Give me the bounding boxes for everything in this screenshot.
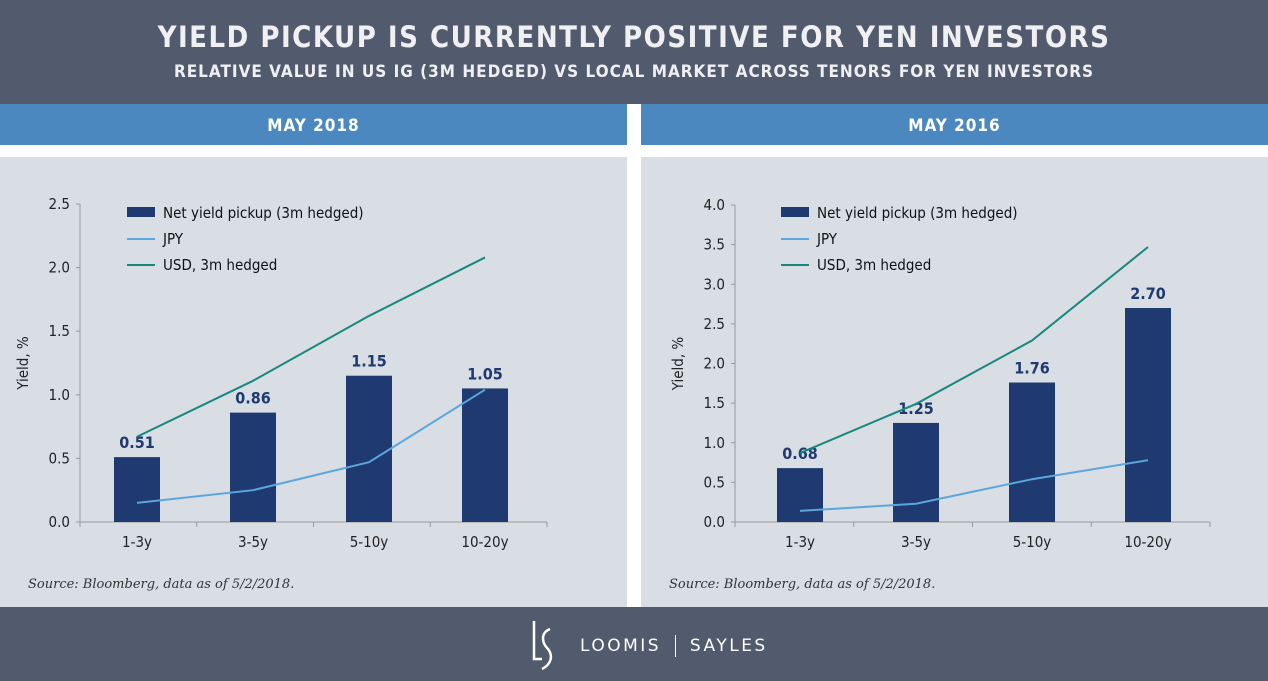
y-tick-label: 1.0 <box>704 434 725 452</box>
logo-divider <box>675 635 677 657</box>
line-usd-m-hedged <box>136 256 486 438</box>
legend-label: Net yield pickup (3m hedged) <box>163 204 364 222</box>
x-tick-label: 3-5y <box>238 533 268 551</box>
bar-data-label: 1.76 <box>1014 359 1050 378</box>
x-tick-label: 10-20y <box>461 533 508 551</box>
x-tick-label: 5-10y <box>1013 533 1052 551</box>
line-jpy <box>136 388 486 504</box>
line-jpy <box>799 459 1149 512</box>
chart-panel-2016: 0.0 0.5 1.0 1.5 2.0 2.5 3.0 3.5 4.0 Yield, % 1-3y 0… <box>641 157 1268 607</box>
bar <box>1125 308 1171 522</box>
y-tick-label: 0.5 <box>704 473 725 491</box>
legend-label: USD, 3m hedged <box>817 256 931 274</box>
bar-data-label: 2.70 <box>1130 284 1166 303</box>
bar <box>346 375 392 522</box>
y-tick-label: 3.5 <box>704 236 725 254</box>
source-note: Source: Bloomberg, data as of 5/2/2018. <box>669 577 936 592</box>
footer: LOOMIS SAYLES <box>0 607 1268 681</box>
bar <box>114 457 160 522</box>
page-title: YIELD PICKUP IS CURRENTLY POSITIVE FOR Y… <box>157 20 1111 54</box>
logo-text-sayles: SAYLES <box>689 636 768 656</box>
y-tick-label: 2.0 <box>704 355 725 373</box>
y-tick-label: 1.5 <box>49 322 70 340</box>
bar-data-label: 1.15 <box>351 352 387 371</box>
bar <box>1009 382 1055 522</box>
y-tick-label: 2.5 <box>704 315 725 333</box>
loomis-sayles-logo-mark <box>532 621 553 671</box>
legend-swatch-bar <box>781 207 809 217</box>
x-tick-label: 3-5y <box>901 533 931 551</box>
y-tick-label: 1.0 <box>49 386 70 404</box>
x-tick-label: 1-3y <box>122 533 152 551</box>
line-usd-m-hedged <box>799 246 1149 454</box>
y-tick-label: 4.0 <box>704 196 725 214</box>
legend-label: USD, 3m hedged <box>163 256 277 274</box>
y-tick-label: 0.0 <box>49 513 70 531</box>
header: YIELD PICKUP IS CURRENTLY POSITIVE FOR Y… <box>0 0 1268 104</box>
x-tick-label: 5-10y <box>350 533 389 551</box>
logo-text-loomis: LOOMIS <box>580 636 662 656</box>
legend-swatch-bar <box>127 207 155 217</box>
bar <box>462 388 508 522</box>
y-tick-label: 3.0 <box>704 275 725 293</box>
bar-data-label: 1.25 <box>898 399 934 418</box>
chart-panel-2018: 0.0 0.5 1.0 1.5 2.0 2.5 Yield, % 1-3y 0.51 3-5y 0.… <box>0 157 627 607</box>
logo-wordmark: LOOMIS SAYLES <box>580 635 768 657</box>
bar-data-label: 0.86 <box>235 389 271 408</box>
panel-title-left: MAY 2018 <box>0 104 627 145</box>
y-tick-label: 2.5 <box>49 195 70 213</box>
bar <box>893 422 939 522</box>
y-tick-label: 2.0 <box>49 259 70 277</box>
legend-label: Net yield pickup (3m hedged) <box>817 204 1018 222</box>
y-tick-label: 0.0 <box>704 513 725 531</box>
bar <box>230 412 276 522</box>
legend-label: JPY <box>816 230 838 248</box>
chart-2018: 0.0 0.5 1.0 1.5 2.0 2.5 Yield, % 1-3y 0.51 3-5y 0.… <box>14 195 548 551</box>
y-axis-label: Yield, % <box>669 337 687 392</box>
bar-data-label: 0.51 <box>119 433 155 452</box>
bar <box>777 468 823 522</box>
x-tick-label: 1-3y <box>785 533 815 551</box>
source-note: Source: Bloomberg, data as of 5/2/2018. <box>28 577 295 592</box>
legend-label: JPY <box>162 230 184 248</box>
y-axis-label: Yield, % <box>14 336 32 391</box>
page-subtitle: RELATIVE VALUE IN US IG (3M HEDGED) VS L… <box>173 62 1095 82</box>
panel-title-right: MAY 2016 <box>641 104 1268 145</box>
y-tick-label: 1.5 <box>704 394 725 412</box>
bar-data-label: 1.05 <box>467 364 503 383</box>
y-tick-label: 0.5 <box>49 449 70 467</box>
x-tick-label: 10-20y <box>1124 533 1171 551</box>
